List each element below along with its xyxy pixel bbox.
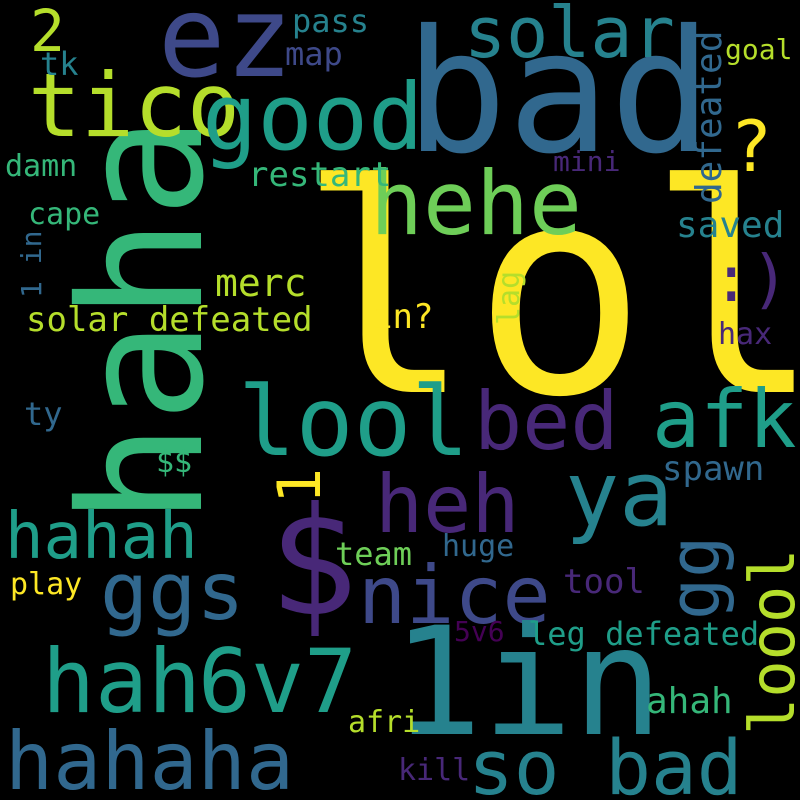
word-gg: gg (654, 535, 736, 620)
word-afk: afk (652, 373, 797, 466)
word-bed: bed (474, 375, 619, 468)
word-hahaha: hahaha (5, 715, 294, 800)
word-ggs: ggs (100, 545, 245, 638)
word-cape: cape (28, 197, 101, 232)
word-kill: kill (398, 753, 471, 788)
word-ty: ty (24, 395, 63, 433)
word-ya: ya (565, 442, 674, 547)
word-pass: pass (292, 2, 370, 40)
word-question: ? (730, 106, 773, 188)
word-hehe: hehe (370, 152, 582, 255)
word-two: 2 (30, 0, 65, 65)
word-dollar: $ (268, 476, 359, 650)
word-leg-defeated: leg defeated (528, 615, 760, 653)
word-damn: damn (5, 149, 78, 184)
word-hahah: hahah (5, 500, 198, 574)
word-smiley: :) (712, 243, 790, 317)
word-so-bad: so bad (468, 723, 743, 800)
word-one-in: 1in (392, 596, 663, 770)
word-saved: saved (676, 205, 785, 246)
word-goal: goal (725, 33, 793, 66)
word-play: play (10, 567, 83, 602)
word-solar: solar (464, 0, 675, 74)
word-team: team (335, 535, 413, 573)
word-tk: tk (40, 45, 79, 83)
word-heh: heh (375, 458, 520, 551)
word-lool: lool (238, 366, 470, 478)
word-map: map (285, 35, 343, 73)
word-afri: afri (348, 705, 421, 740)
word-solar-defeated: solar defeated (26, 300, 313, 340)
word-huge: huge (442, 529, 515, 564)
word-merc: merc (215, 261, 307, 305)
word-good: good (202, 64, 424, 171)
word-one-in-vertical: 1 in (15, 230, 48, 298)
word-lol: lol (298, 124, 800, 461)
word-in-question: in? (372, 297, 434, 337)
word-hah: hah (42, 630, 201, 733)
word-tool: tool (563, 562, 645, 602)
word-hax: hax (718, 317, 773, 352)
word-nice: nice (358, 549, 551, 642)
word-ez: ez (158, 0, 293, 103)
word-six-v-seven: 6v7 (198, 630, 357, 733)
word-dollars: $$ (156, 445, 193, 480)
word-lag: lag (492, 270, 527, 325)
word-restart: restart (248, 155, 392, 195)
word-spawn: spawn (662, 449, 765, 489)
word-ahah: ahah (646, 681, 733, 722)
word-defeated-vertical: defeated (689, 30, 730, 204)
word-five-v-six: 5v6 (454, 615, 505, 648)
word-tico: tico (28, 54, 240, 157)
word-bad: bad (405, 0, 713, 192)
word-mini: mini (553, 145, 621, 178)
